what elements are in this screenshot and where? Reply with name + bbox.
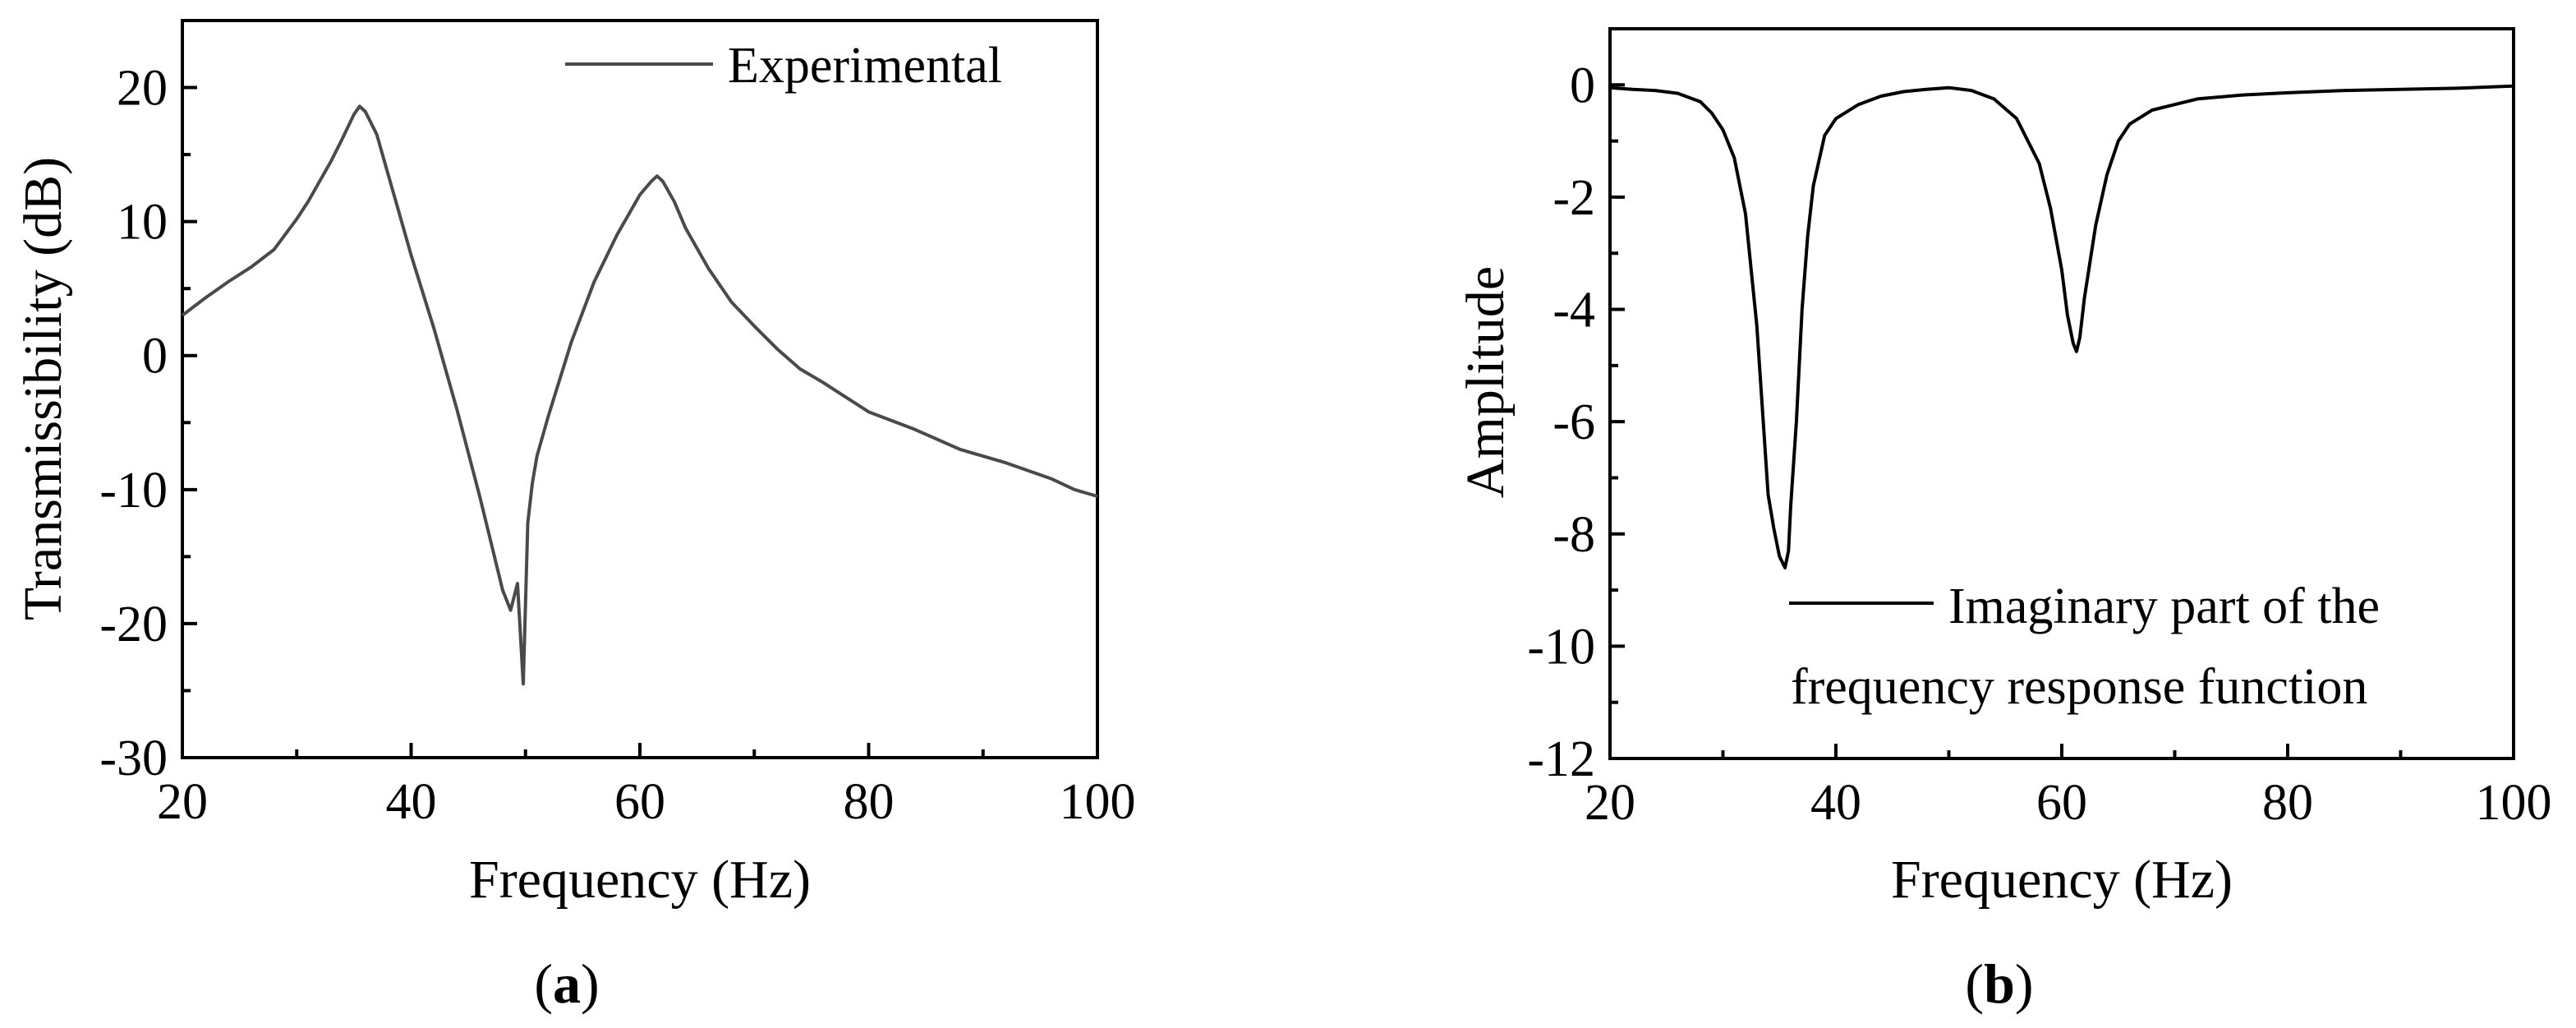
x-tick-label-a: 60 [614,774,665,830]
tick-marks-b: 20 40 60 80 100 0 -2 -4 -6 -8 -10 -12 [1527,58,2551,831]
legend-label-line-2: frequency response function [1791,659,2367,715]
x-tick-label-b: 20 [1585,775,1635,831]
y-axis-label-a: Transmissibility (dB) [13,157,73,620]
y-tick-label-b: -6 [1552,394,1595,450]
legend-label-line-1: Imaginary part of the [1948,579,2380,634]
y-tick-label-a: -10 [99,463,168,519]
tick-marks-a: 20 40 60 80 100 -30 -20 -10 0 10 20 [99,61,1135,830]
y-tick-label-b: -10 [1527,619,1595,675]
x-tick-label-a: 80 [844,774,895,830]
x-axis-label-b: Frequency (Hz) [1891,850,2233,910]
x-tick-label-b: 40 [1810,775,1861,831]
y-tick-label-b: -8 [1552,507,1595,563]
x-tick-label-b: 60 [2036,775,2087,831]
plot-frame-b [1608,27,2515,760]
series-line-experimental [181,104,1098,686]
x-axis-label-a: Frequency (Hz) [469,850,811,910]
y-tick-label-a: 10 [117,195,168,251]
x-tick-label-b: 100 [2476,775,2552,831]
y-tick-label-a: -20 [99,597,168,652]
y-tick-label-a: -30 [99,731,168,786]
x-tick-label-b: 80 [2262,775,2313,831]
chart-panel-a: 20 40 60 80 100 -30 -20 -10 0 10 20 Experimental F… [13,19,1136,1015]
y-tick-label-b: -4 [1552,283,1595,339]
chart-panel-b: 20 40 60 80 100 0 -2 -4 -6 -8 -10 -12 Imaginary par… [1456,27,2552,1015]
y-tick-label-b: 0 [1570,58,1595,113]
x-tick-label-a: 100 [1060,774,1136,830]
panel-label-a: (a) [534,952,599,1015]
x-tick-label-a: 20 [157,774,208,830]
y-tick-label-b: -12 [1527,731,1595,787]
y-tick-label-a: 20 [117,61,168,117]
plot-frame-a [181,19,1099,759]
y-tick-label-b: -2 [1552,170,1595,226]
panel-label-b: (b) [1965,952,2033,1015]
y-tick-label-a: 0 [142,329,168,385]
series-line-imaginary-part [1609,84,2514,569]
legend-label-experimental: Experimental [728,38,1002,94]
x-tick-label-a: 40 [386,774,437,830]
y-axis-label-b: Amplitude [1456,266,1516,498]
